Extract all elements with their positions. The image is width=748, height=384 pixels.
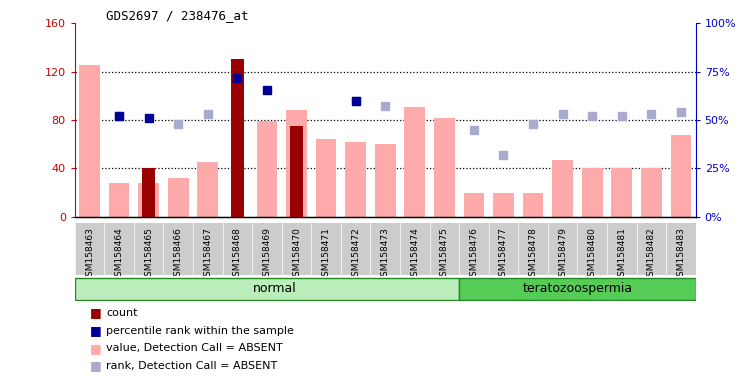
Text: GSM158479: GSM158479: [558, 227, 567, 282]
Bar: [341, 223, 370, 275]
Bar: [316, 139, 337, 217]
Bar: [134, 223, 164, 275]
Text: ■: ■: [90, 324, 102, 337]
Bar: [257, 121, 278, 217]
Text: ■: ■: [90, 306, 102, 319]
Text: GSM158465: GSM158465: [144, 227, 153, 282]
Text: GSM158471: GSM158471: [322, 227, 331, 282]
Bar: [108, 183, 129, 217]
Text: normal: normal: [253, 283, 296, 295]
Bar: [79, 65, 100, 217]
Bar: [193, 223, 223, 275]
Bar: [459, 223, 488, 275]
Bar: [75, 278, 459, 300]
Bar: [434, 118, 455, 217]
Text: GSM158480: GSM158480: [588, 227, 597, 282]
Bar: [666, 223, 696, 275]
Text: GSM158474: GSM158474: [411, 227, 420, 281]
Bar: [230, 60, 244, 217]
Text: GSM158482: GSM158482: [647, 227, 656, 281]
Text: GSM158481: GSM158481: [617, 227, 626, 282]
Bar: [311, 223, 341, 275]
Bar: [346, 142, 366, 217]
Text: GSM158483: GSM158483: [676, 227, 685, 282]
Bar: [641, 169, 662, 217]
Text: teratozoospermia: teratozoospermia: [522, 283, 633, 295]
Text: GSM158463: GSM158463: [85, 227, 94, 282]
Bar: [223, 223, 252, 275]
Bar: [548, 223, 577, 275]
Bar: [75, 223, 105, 275]
Bar: [286, 110, 307, 217]
Bar: [370, 223, 400, 275]
Text: GSM158475: GSM158475: [440, 227, 449, 282]
Bar: [464, 193, 484, 217]
Text: percentile rank within the sample: percentile rank within the sample: [106, 326, 294, 336]
Bar: [400, 223, 429, 275]
Bar: [252, 223, 282, 275]
Bar: [197, 162, 218, 217]
Bar: [582, 169, 603, 217]
Bar: [670, 134, 691, 217]
Bar: [164, 223, 193, 275]
Bar: [523, 193, 543, 217]
Bar: [577, 223, 607, 275]
Bar: [429, 223, 459, 275]
Bar: [611, 169, 632, 217]
Text: GSM158473: GSM158473: [381, 227, 390, 282]
Bar: [138, 183, 159, 217]
Text: GSM158468: GSM158468: [233, 227, 242, 282]
Text: GSM158476: GSM158476: [470, 227, 479, 282]
Bar: [552, 160, 573, 217]
Text: value, Detection Call = ABSENT: value, Detection Call = ABSENT: [106, 343, 283, 353]
Bar: [142, 169, 156, 217]
Text: ■: ■: [90, 342, 102, 355]
Text: GSM158472: GSM158472: [351, 227, 360, 281]
Text: GSM158467: GSM158467: [203, 227, 212, 282]
Bar: [488, 223, 518, 275]
Bar: [105, 223, 134, 275]
Bar: [168, 178, 188, 217]
Bar: [289, 126, 303, 217]
Bar: [282, 223, 311, 275]
Bar: [493, 193, 514, 217]
Text: rank, Detection Call = ABSENT: rank, Detection Call = ABSENT: [106, 361, 278, 371]
Bar: [607, 223, 637, 275]
Bar: [518, 223, 548, 275]
Text: GSM158478: GSM158478: [529, 227, 538, 282]
Text: GSM158464: GSM158464: [114, 227, 123, 281]
Text: GSM158466: GSM158466: [174, 227, 183, 282]
Bar: [405, 107, 425, 217]
Text: count: count: [106, 308, 138, 318]
Text: GSM158469: GSM158469: [263, 227, 272, 282]
Text: GSM158477: GSM158477: [499, 227, 508, 282]
Text: GSM158470: GSM158470: [292, 227, 301, 282]
Bar: [375, 144, 396, 217]
Bar: [637, 223, 666, 275]
Text: ■: ■: [90, 359, 102, 372]
Text: GDS2697 / 238476_at: GDS2697 / 238476_at: [106, 9, 248, 22]
Bar: [459, 278, 696, 300]
